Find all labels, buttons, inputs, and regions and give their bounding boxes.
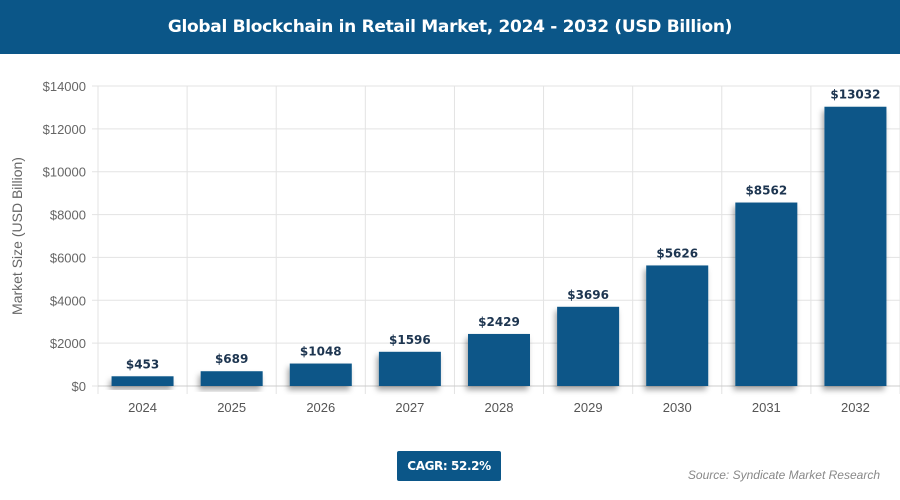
data-label: $13032	[830, 88, 880, 102]
x-tick-label: 2032	[841, 400, 870, 415]
x-tick-label: 2028	[485, 400, 514, 415]
data-label: $689	[215, 352, 248, 366]
data-label: $453	[126, 357, 159, 371]
x-tick-label: 2031	[752, 400, 781, 415]
y-tick-label: $2000	[50, 336, 86, 351]
data-label: $1596	[389, 333, 431, 347]
source-note: Source: Syndicate Market Research	[687, 468, 880, 482]
x-tick-label: 2026	[306, 400, 335, 415]
data-label: $8562	[745, 184, 787, 198]
y-tick-label: $14000	[43, 79, 86, 94]
x-tick-label: 2029	[574, 400, 603, 415]
y-tick-label: $12000	[43, 122, 86, 137]
y-tick-label: $10000	[43, 165, 86, 180]
x-tick-label: 2025	[217, 400, 246, 415]
x-tick-label: 2030	[663, 400, 692, 415]
y-axis-title: Market Size (USD Billion)	[9, 157, 25, 315]
bar-2030	[646, 265, 709, 386]
y-tick-label: $4000	[50, 293, 86, 308]
bar-2028	[468, 333, 530, 386]
x-tick-label: 2024	[128, 400, 157, 415]
x-tick-label: 2027	[395, 400, 424, 415]
chart-title: Global Blockchain in Retail Market, 2024…	[0, 0, 900, 54]
data-label: $3696	[567, 288, 609, 302]
bar-2026	[289, 363, 352, 386]
bar-2031	[735, 202, 798, 386]
bar-2025	[200, 371, 263, 386]
bar-2029	[557, 306, 620, 386]
y-tick-label: $6000	[50, 250, 86, 265]
data-label: $1048	[300, 345, 342, 359]
bar-chart: $0 $2000 $4000 $6000 $8000 $10000 $12000 $14000…	[9, 79, 900, 415]
cagr-badge: CAGR: 52.2%	[397, 451, 501, 481]
data-label: $5626	[656, 246, 698, 260]
bar-2024	[111, 376, 174, 386]
bar-2027	[378, 351, 441, 386]
bar-2032	[824, 106, 887, 386]
y-tick-label: $0	[72, 379, 86, 394]
y-tick-label: $8000	[50, 208, 86, 223]
data-label: $2429	[478, 315, 520, 329]
